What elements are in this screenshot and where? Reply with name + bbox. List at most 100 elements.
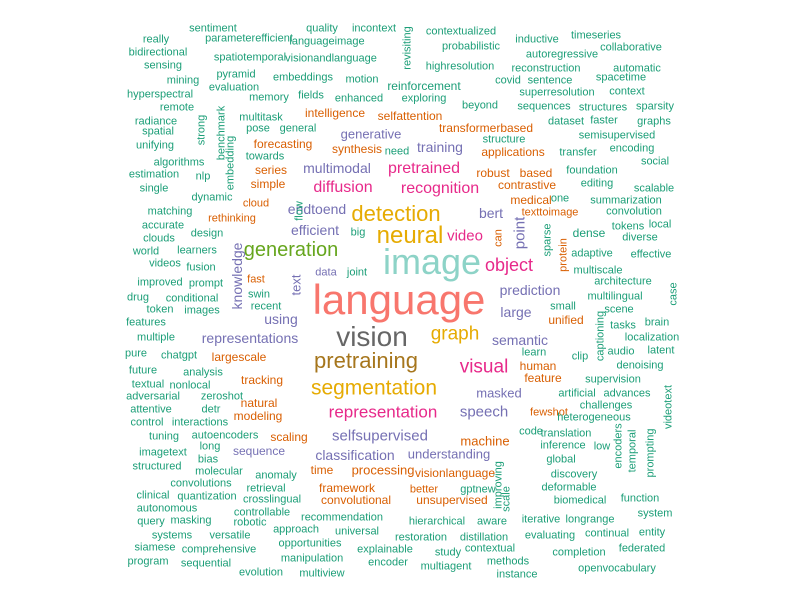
word-autoregressive: autoregressive xyxy=(525,48,599,61)
word-quality: quality xyxy=(306,22,338,35)
word-code: code xyxy=(519,425,543,438)
word-clinical: clinical xyxy=(136,489,170,502)
word-cloud: cloud xyxy=(242,197,270,210)
word-spatiotemporal: spatiotemporal xyxy=(213,51,287,64)
word-sensing: sensing xyxy=(144,59,182,72)
word-tracking: tracking xyxy=(240,373,284,387)
word-collaborative: collaborative xyxy=(600,41,662,54)
word-artificial: artificial xyxy=(558,387,596,400)
word-comprehensive: comprehensive xyxy=(181,543,257,556)
word-diverse: diverse xyxy=(622,231,658,244)
word-superresolution: superresolution xyxy=(519,86,595,99)
word-time: time xyxy=(310,463,334,477)
word-quantization: quantization xyxy=(177,490,237,503)
word-memory: memory xyxy=(249,91,289,104)
word-largescale: largescale xyxy=(211,350,267,364)
word-nlp: nlp xyxy=(195,170,211,183)
word-effective: effective xyxy=(630,248,672,261)
word-adversarial: adversarial xyxy=(126,390,180,403)
word-crosslingual: crosslingual xyxy=(242,493,302,506)
word-advances: advances xyxy=(603,387,651,400)
word-graph: graph xyxy=(430,323,480,345)
word-entity: entity xyxy=(638,526,666,539)
word-object: object xyxy=(484,255,534,275)
word-design: design xyxy=(190,227,224,240)
word-vision: vision xyxy=(336,321,408,352)
word-large: large xyxy=(500,304,532,320)
word-bias: bias xyxy=(197,453,219,466)
word-enhanced: enhanced xyxy=(334,92,384,105)
word-anomaly: anomaly xyxy=(255,469,297,482)
word-fast: fast xyxy=(247,273,265,286)
word-control: control xyxy=(130,416,164,429)
word-scene: scene xyxy=(604,303,634,316)
word-language: language xyxy=(312,276,486,323)
word-iterative: iterative xyxy=(521,513,561,526)
word-convolutions: convolutions xyxy=(170,477,232,490)
word-zeroshot: zeroshot xyxy=(200,390,244,403)
word-forecasting: forecasting xyxy=(253,137,313,151)
word-faster: faster xyxy=(590,114,618,127)
word-textual: textual xyxy=(131,378,165,391)
word-understanding: understanding xyxy=(407,446,491,462)
word-sparsity: sparsity xyxy=(636,100,674,113)
word-prompt: prompt xyxy=(188,277,224,290)
word-adaptive: adaptive xyxy=(571,247,613,260)
word-biomedical: biomedical xyxy=(553,494,607,507)
word-one: one xyxy=(550,192,570,205)
word-general: general xyxy=(279,122,317,135)
word-translation: translation xyxy=(540,427,592,440)
word-latent: latent xyxy=(647,344,675,357)
word-knowledge: knowledge xyxy=(229,242,245,310)
word-discovery: discovery xyxy=(550,468,598,481)
word-sentence: sentence xyxy=(527,74,573,87)
word-small: small xyxy=(550,300,576,313)
word-contrastive: contrastive xyxy=(497,178,557,192)
word-sequence: sequence xyxy=(232,444,286,458)
word-hyperspectral: hyperspectral xyxy=(126,88,194,101)
word-series: series xyxy=(254,163,288,177)
word-feature: feature xyxy=(524,371,562,385)
word-neural: neural xyxy=(376,222,444,249)
word-protein: protein xyxy=(557,238,570,272)
word-recognition: recognition xyxy=(400,180,480,197)
word-estimation: estimation xyxy=(128,168,180,181)
word-learners: learners xyxy=(177,244,217,257)
word-multiscale: multiscale xyxy=(573,264,623,277)
word-evaluation: evaluation xyxy=(208,81,260,94)
word-chatgpt: chatgpt xyxy=(160,349,198,362)
word-autoencoders: autoencoders xyxy=(191,429,259,442)
word-evaluating: evaluating xyxy=(524,529,576,542)
word-clouds: clouds xyxy=(143,232,175,245)
word-highresolution: highresolution xyxy=(425,60,495,73)
word-really: really xyxy=(142,33,170,46)
word-opportunities: opportunities xyxy=(278,537,342,550)
word-visual: visual xyxy=(459,356,509,378)
word-recommendation: recommendation xyxy=(301,511,383,524)
word-features: features xyxy=(126,316,166,329)
word-detection: detection xyxy=(351,201,441,226)
word-accurate: accurate xyxy=(141,219,185,232)
word-drug: drug xyxy=(126,291,150,304)
word-retrieval: retrieval xyxy=(246,482,286,495)
word-video: video xyxy=(447,227,483,245)
word-fusion: fusion xyxy=(186,261,216,274)
word-dense: dense xyxy=(572,226,606,240)
word-dynamic: dynamic xyxy=(191,191,233,204)
word-modeling: modeling xyxy=(233,409,283,423)
word-processing: processing xyxy=(351,462,415,478)
word-interactions: interactions xyxy=(171,416,229,429)
word-federated: federated xyxy=(618,542,666,555)
word-visionlanguage: visionlanguage xyxy=(414,466,496,480)
word-learn: learn xyxy=(521,346,547,359)
word-encoding: encoding xyxy=(609,142,655,155)
word-inductive: inductive xyxy=(515,33,559,46)
word-better: better xyxy=(409,483,439,496)
word-texttoimage: texttoimage xyxy=(521,206,579,219)
word-denoising: denoising xyxy=(616,359,664,372)
word-generation: generation xyxy=(243,239,339,261)
word-encoders: encoders xyxy=(612,423,625,469)
word-prompting: prompting xyxy=(644,428,657,478)
word-single: single xyxy=(139,182,169,195)
